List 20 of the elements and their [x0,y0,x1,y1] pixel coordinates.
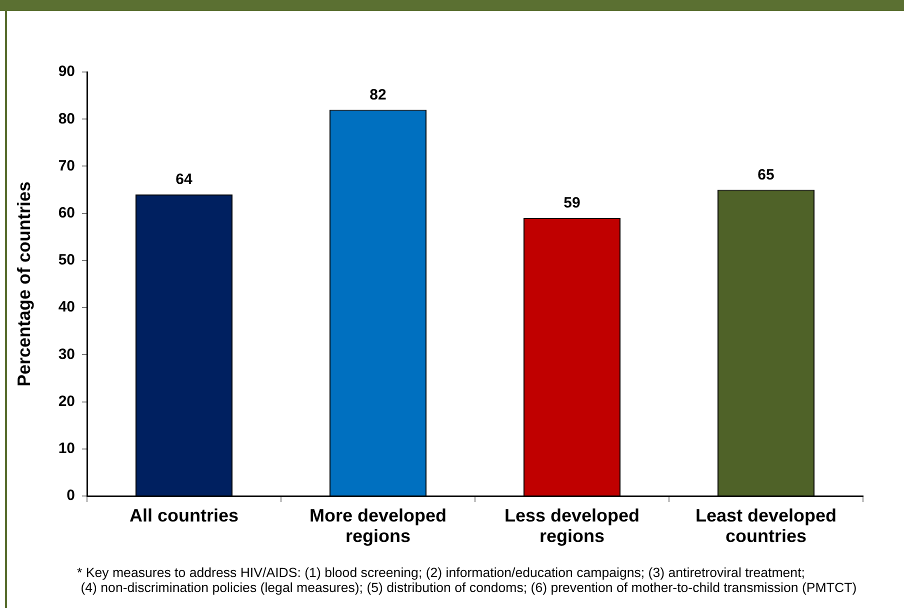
data-label: 64 [176,171,193,188]
data-label: 65 [758,166,774,184]
y-tick-label: 60 [58,204,75,222]
text: * Key measures to address HIV/AIDS: (1) blood screening; (2) information/education campaigns; (3) antiretroviral treatment; (4) non-discrimination policies (legal measures); (5) distribution of condoms; (6) prevention of mother-to-child transmission (PMTCT) [77,565,857,595]
y-axis-title: Percentage of countries [14,181,34,387]
data-label: 82 [370,86,386,104]
y-tick-label: 70 [58,157,75,174]
y-tick-label: 50 [58,252,75,269]
y-tick-label: 10 [58,440,75,458]
y-tick-label: 80 [58,110,75,128]
y-tick-label: 30 [58,346,75,363]
x-tick-label: All countries [129,505,239,526]
y-tick-label: 90 [58,63,75,80]
y-tick-label: 20 [58,392,75,410]
y-tick-label: 0 [66,487,75,504]
x-tick-label: Less developed regions [504,505,640,546]
x-tick-label: Least developed countries [695,505,837,546]
data-label: 59 [564,194,580,212]
x-tick-label: More developed regions [309,505,447,546]
y-tick-label: 40 [58,298,75,316]
